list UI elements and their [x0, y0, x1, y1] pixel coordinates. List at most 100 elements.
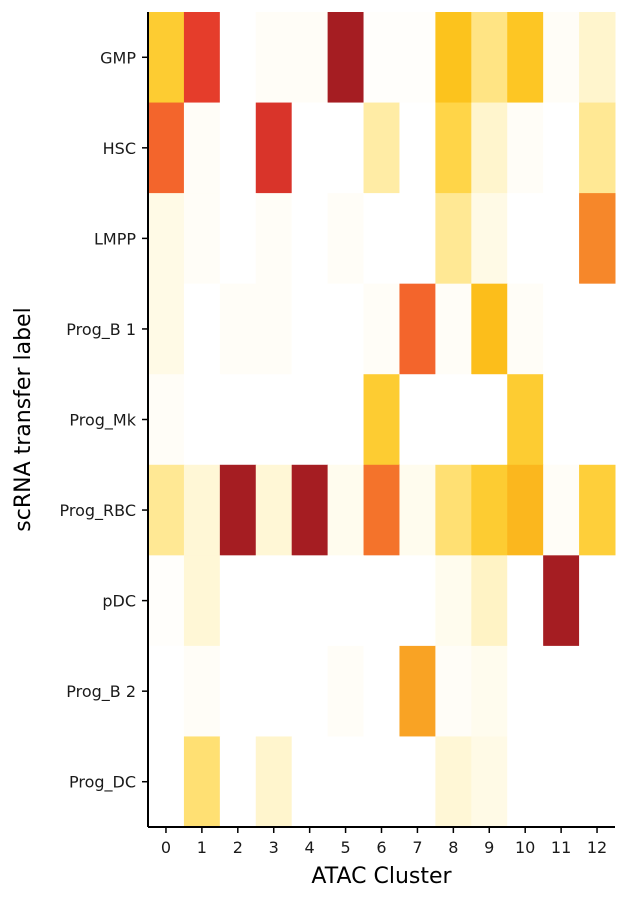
y-tick-label: Prog_Mk [69, 411, 136, 431]
heatmap-cell [579, 102, 616, 194]
heatmap-cell [291, 464, 329, 556]
heatmap-cell [148, 12, 185, 104]
heatmap-cell [579, 374, 616, 466]
heatmap-cell [507, 374, 544, 466]
heatmap-cell [327, 283, 365, 375]
y-tick-label: Prog_DC [69, 773, 136, 793]
heatmap-cell [148, 102, 185, 194]
heatmap-cell [219, 12, 257, 104]
heatmap-cell [507, 464, 544, 556]
heatmap-cell [291, 736, 329, 828]
y-axis-ticks: GMP HSC LMPP Prog_B 1 Prog_Mk Prog_RBC pDC Prog… [59, 48, 148, 793]
heatmap-cell [183, 12, 221, 104]
x-tick-label: 7 [412, 838, 422, 857]
heatmap-cell [219, 374, 257, 466]
heatmap-cell [219, 464, 257, 556]
x-tick-label: 6 [376, 838, 386, 857]
heatmap-cell [435, 283, 472, 375]
x-tick-label: 8 [448, 838, 458, 857]
heatmap-cell [399, 12, 436, 104]
heatmap-cell [327, 374, 365, 466]
heatmap-cell [435, 102, 472, 194]
x-tick-label: 2 [233, 838, 243, 857]
heatmap-cell [579, 736, 616, 828]
heatmap-cell [399, 464, 436, 556]
heatmap-cell [219, 283, 257, 375]
heatmap-cell [363, 102, 400, 194]
heatmap-cell [507, 193, 544, 285]
y-tick-label: pDC [102, 592, 136, 611]
y-axis-title: scRNA transfer label [11, 307, 36, 531]
heatmap-cell [327, 193, 365, 285]
heatmap-cell [148, 374, 185, 466]
heatmap-cell [183, 555, 221, 647]
heatmap-cell [327, 12, 365, 104]
y-tick-label: HSC [103, 139, 136, 158]
heatmap-cell [399, 193, 436, 285]
heatmap-cell [399, 283, 436, 375]
heatmap-cell [543, 193, 580, 285]
heatmap-cell [471, 645, 508, 737]
heatmap-cell [543, 555, 580, 647]
heatmap-cell [183, 645, 221, 737]
heatmap-cell [291, 193, 329, 285]
x-tick-label: 3 [269, 838, 279, 857]
heatmap-cell [579, 283, 616, 375]
heatmap-cell [507, 645, 544, 737]
heatmap-cell [435, 464, 472, 556]
x-axis-ticks: 0 1 2 3 4 5 6 7 8 9 10 11 12 [161, 827, 607, 857]
x-axis-title: ATAC Cluster [311, 864, 452, 889]
x-tick-label: 9 [484, 838, 494, 857]
heatmap-cell [399, 374, 436, 466]
heatmap-cell [471, 555, 508, 647]
heatmap-cell [327, 102, 365, 194]
heatmap-cell [399, 555, 436, 647]
heatmap-cell [291, 555, 329, 647]
heatmap-cell [399, 645, 436, 737]
heatmap-cell [543, 645, 580, 737]
y-tick-label: GMP [100, 48, 136, 67]
heatmap-cell [435, 193, 472, 285]
heatmap-cell [579, 645, 616, 737]
heatmap-cell [219, 736, 257, 828]
heatmap-cell [183, 193, 221, 285]
heatmap-cell [327, 645, 365, 737]
heatmap-cell [291, 102, 329, 194]
heatmap-cell [148, 464, 185, 556]
x-tick-label: 5 [340, 838, 350, 857]
heatmap-cell [148, 645, 185, 737]
heatmap-cell [543, 283, 580, 375]
heatmap-cells [148, 12, 616, 828]
x-tick-label: 0 [161, 838, 171, 857]
heatmap-cell [363, 374, 400, 466]
heatmap-cell [579, 555, 616, 647]
heatmap-cell [255, 283, 293, 375]
heatmap-cell [435, 555, 472, 647]
heatmap-cell [255, 464, 293, 556]
heatmap-cell [507, 555, 544, 647]
heatmap-cell [255, 555, 293, 647]
heatmap-cell [183, 736, 221, 828]
heatmap-cell [291, 283, 329, 375]
y-tick-label: Prog_B 2 [66, 682, 136, 702]
x-tick-label: 10 [515, 838, 535, 857]
heatmap-cell [255, 12, 293, 104]
heatmap-cell [291, 374, 329, 466]
x-tick-label: 1 [197, 838, 207, 857]
heatmap-cell [435, 12, 472, 104]
heatmap-cell [471, 102, 508, 194]
heatmap-cell [471, 464, 508, 556]
heatmap-cell [435, 374, 472, 466]
heatmap-cell [327, 555, 365, 647]
heatmap-cell [471, 283, 508, 375]
heatmap-cell [183, 102, 221, 194]
heatmap-cell [435, 645, 472, 737]
heatmap-cell [399, 736, 436, 828]
heatmap-cell [183, 464, 221, 556]
heatmap-cell [579, 464, 616, 556]
y-tick-label: Prog_B 1 [66, 320, 136, 340]
x-tick-label: 11 [551, 838, 571, 857]
heatmap-cell [543, 464, 580, 556]
heatmap-cell [363, 555, 400, 647]
